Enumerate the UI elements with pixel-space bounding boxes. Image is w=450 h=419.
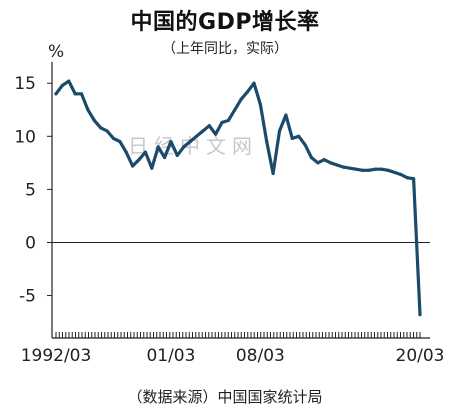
gdp-data-point: [245, 90, 250, 94]
y-tick-label: 10: [14, 127, 36, 147]
gdp-data-point: [54, 92, 58, 96]
gdp-data-point: [380, 167, 384, 171]
gdp-data-point: [220, 120, 224, 125]
gdp-data-point: [118, 140, 122, 144]
gdp-data-point: [60, 83, 64, 87]
gdp-data-point: [316, 161, 320, 165]
x-tick-label: 08/03: [236, 346, 285, 366]
gdp-data-point: [137, 158, 141, 162]
gdp-data-point: [207, 124, 211, 128]
gdp-data-point: [252, 81, 256, 85]
gdp-data-point: [341, 165, 345, 169]
gdp-data-point: [360, 168, 365, 172]
gdp-data-point: [386, 168, 390, 172]
gdp-data-point: [150, 166, 154, 170]
gdp-data-point: [405, 176, 409, 180]
gdp-data-point: [169, 140, 173, 144]
gdp-data-point: [67, 79, 71, 83]
gdp-data-point: [239, 97, 243, 101]
gdp-data-point: [373, 167, 377, 171]
gdp-data-point: [105, 129, 109, 133]
gdp-data-point: [162, 155, 167, 160]
gdp-data-point: [92, 118, 96, 122]
gdp-growth-series-line: [54, 79, 422, 317]
gdp-data-point: [214, 132, 218, 136]
gdp-data-point: [201, 129, 205, 133]
x-tick-label: 1992/03: [21, 346, 92, 366]
chart-title: 中国的GDP增长率: [130, 10, 320, 35]
y-tick-label: 5: [25, 180, 36, 200]
gdp-data-point: [335, 163, 339, 167]
gdp-data-point: [277, 129, 282, 133]
gdp-data-point: [328, 161, 333, 165]
gdp-data-point: [309, 155, 314, 160]
gdp-data-point: [297, 134, 301, 138]
gdp-data-point: [131, 164, 135, 168]
gdp-data-point: [348, 166, 352, 170]
gdp-data-point: [111, 136, 116, 141]
gdp-data-point: [175, 153, 179, 158]
gdp-data-point: [367, 168, 371, 172]
y-unit-label: %: [48, 42, 64, 62]
gdp-data-point: [284, 113, 288, 117]
y-tick-label: 0: [25, 233, 36, 253]
gdp-data-point: [143, 150, 148, 154]
gdp-data-point: [99, 126, 103, 130]
gdp-data-point: [226, 118, 231, 122]
gdp-data-point: [265, 140, 269, 144]
gdp-data-point: [194, 134, 199, 138]
gdp-data-point: [188, 140, 192, 144]
watermark-text: 日经中文网: [128, 134, 258, 158]
gdp-data-point: [182, 145, 186, 149]
gdp-data-point: [354, 167, 358, 171]
gdp-data-point: [73, 92, 77, 96]
x-tick-label: 01/03: [146, 346, 195, 366]
gdp-data-point: [156, 145, 160, 149]
chart-subtitle: （上年同比，实际）: [162, 41, 288, 57]
gdp-data-point: [271, 171, 275, 176]
gdp-data-point: [258, 102, 262, 107]
gdp-data-point: [233, 108, 237, 112]
chart-source: （数据来源）中国国家统计局: [127, 388, 323, 406]
x-tick-label: 20/03: [396, 346, 445, 366]
gdp-data-point: [418, 313, 422, 317]
gdp-data-point: [124, 150, 128, 154]
gdp-data-point: [303, 143, 307, 147]
gdp-data-point: [322, 158, 326, 162]
gdp-data-point: [399, 172, 403, 177]
gdp-data-point: [86, 108, 90, 112]
gdp-data-point: [412, 177, 416, 181]
gdp-data-point: [290, 136, 294, 141]
gdp-data-point: [79, 92, 84, 96]
y-tick-label: 15: [14, 74, 36, 94]
y-tick-label: -5: [19, 287, 36, 307]
gdp-data-point: [392, 170, 397, 174]
